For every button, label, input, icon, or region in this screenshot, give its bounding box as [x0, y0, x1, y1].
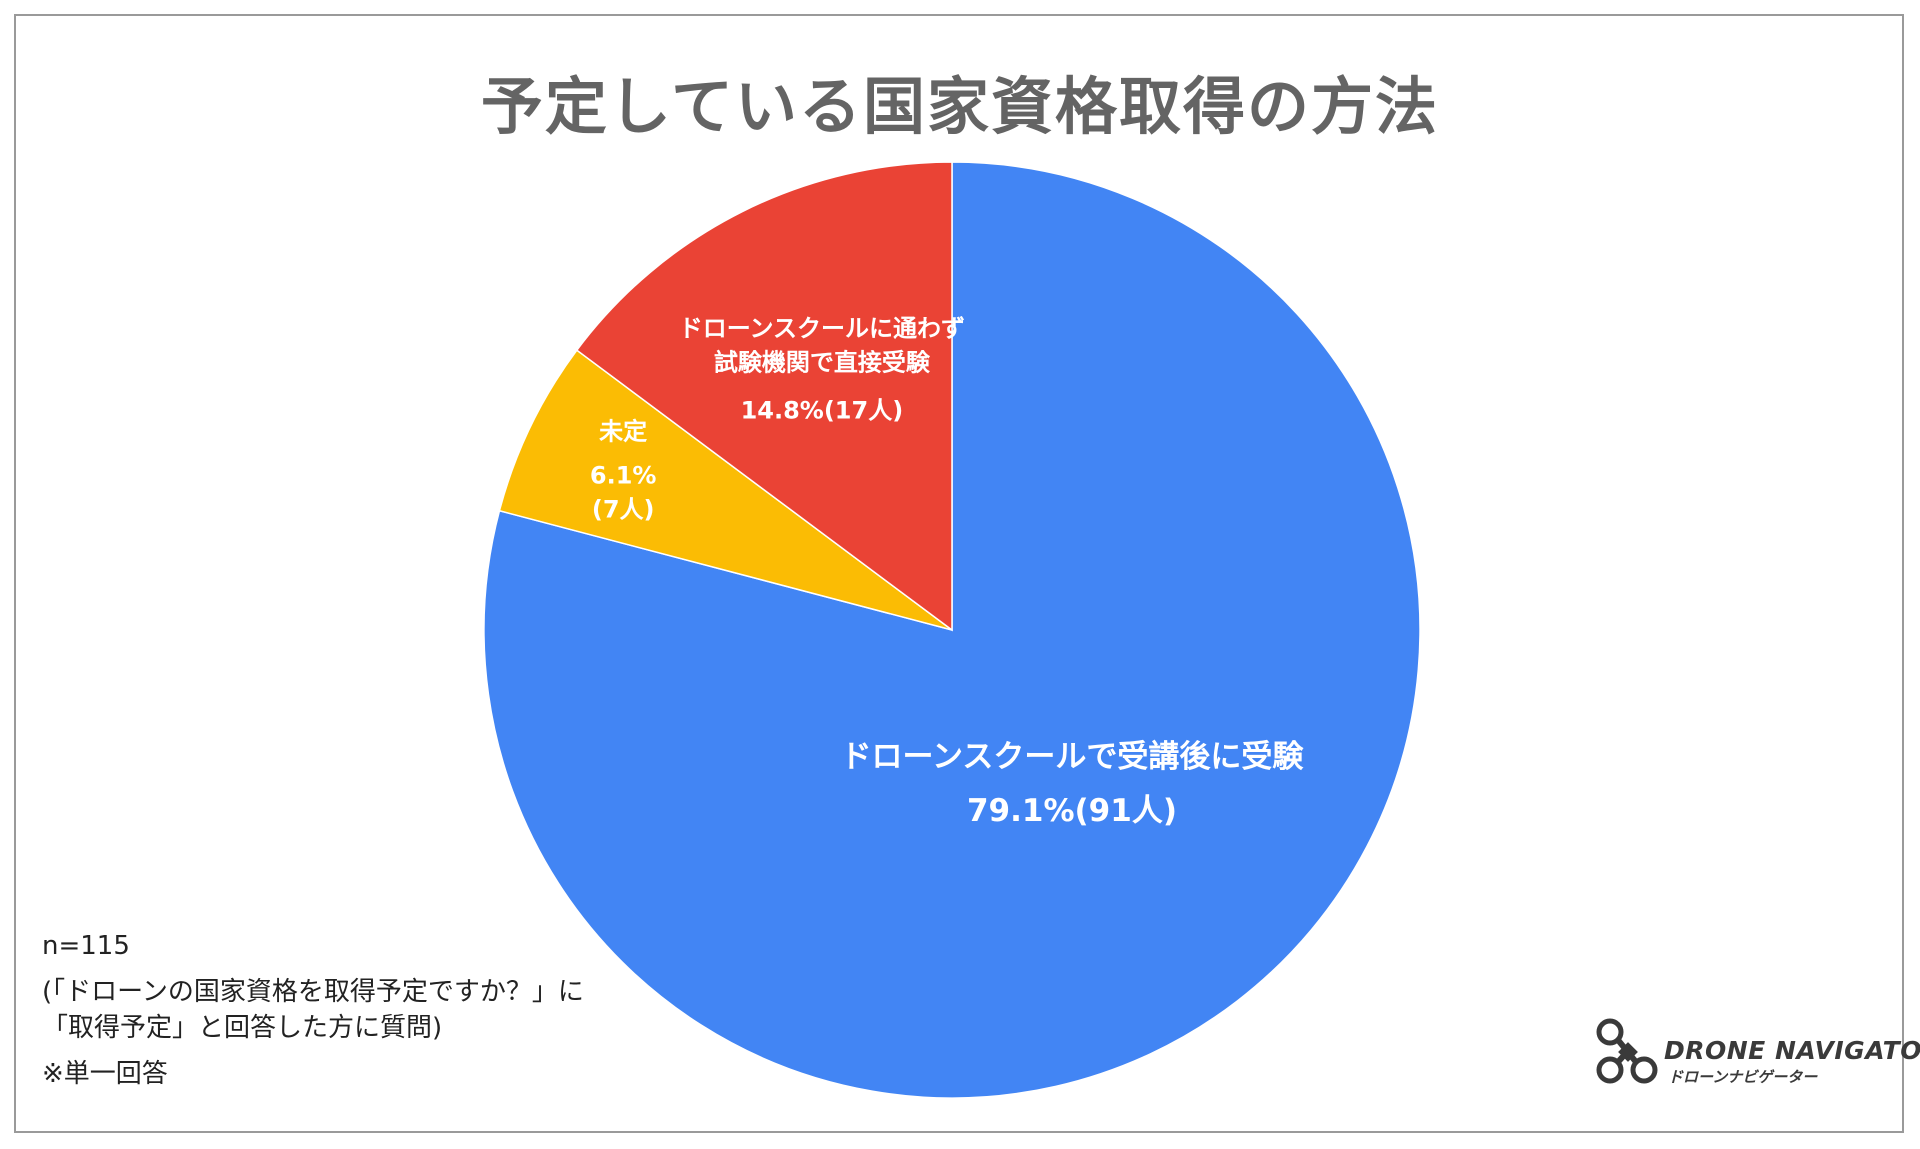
logo-name: DRONE NAVIGATOR [1664, 1036, 1920, 1065]
answer-type-note: ※単一回答 [42, 1059, 168, 1089]
logo-name-jp: ドローンナビゲーター [1668, 1068, 1818, 1086]
slice-value-label: 79.1%(91人) [967, 793, 1177, 829]
sample-size-note: n=115 [42, 931, 130, 961]
chart-notes: n=115 (「ドローンの国家資格を取得予定ですか？」に 「取得予定」と回答した… [42, 928, 584, 1092]
slice-value-label: (7人) [592, 495, 655, 523]
pie-slices [483, 161, 1421, 1099]
slice-label: ドローンスクールで受講後に受験 [841, 739, 1305, 775]
chart-title: 予定している国家資格取得の方法 [480, 70, 1440, 143]
pie-labels: ドローンスクールで受講後に受験 79.1%(91人) 未定 6.1% (7人) ドローンス… [590, 315, 1304, 830]
slice-label: ドローンスクールに通わず [679, 315, 965, 343]
slice-value-label: 14.8%(17人) [741, 397, 904, 425]
question-note-line-2: 「取得予定」と回答した方に質問) [42, 1013, 443, 1043]
question-note-line-1: (「ドローンの国家資格を取得予定ですか？」に [42, 977, 584, 1007]
slice-label: 試験機関で直接受験 [714, 349, 931, 377]
pie-slice [498, 349, 953, 631]
drone-navigator-logo: DRONE NAVIGATOR ドローンナビゲーター [1594, 1016, 1920, 1086]
drone-icon [1596, 1018, 1658, 1084]
slice-value-label: 6.1% [590, 461, 657, 489]
pie-slice [575, 161, 953, 632]
slice-label: 未定 [599, 417, 647, 445]
